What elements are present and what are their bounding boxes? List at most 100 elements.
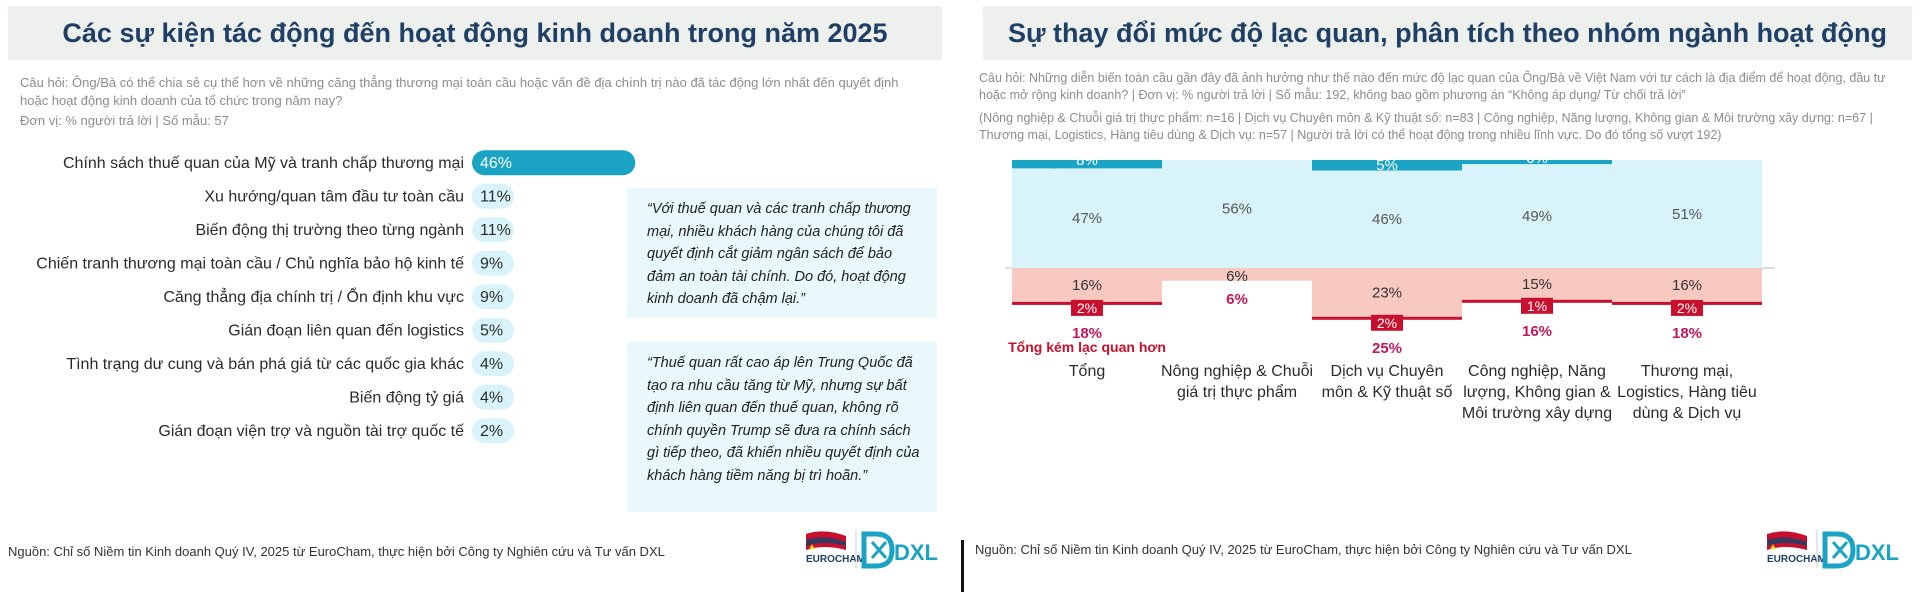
segment-teal-positive — [1012, 160, 1162, 169]
total-negative-label: 18% — [1072, 325, 1102, 342]
bar-category-label: Tình trạng dư cung và bán phá giá từ các… — [66, 356, 464, 373]
bar — [472, 150, 636, 176]
dxl-icon — [861, 531, 895, 569]
segment-pink-label: 16% — [1672, 277, 1702, 294]
bar — [472, 183, 514, 209]
eurocham-dxl-logo-right: EUROCHAM DXL — [1767, 530, 1899, 569]
segment-light-positive — [1312, 170, 1462, 268]
bar — [472, 317, 514, 343]
eurocham-flag-icon — [806, 531, 846, 550]
segment-light-label: 49% — [1522, 208, 1552, 225]
segment-teal-positive — [1462, 160, 1612, 165]
segment-pink-label: 15% — [1522, 276, 1552, 293]
segment-pink-label: 23% — [1372, 284, 1402, 301]
category-label: Logistics, Hàng tiêu — [1617, 384, 1757, 401]
panel-divider — [961, 540, 964, 592]
category-label: Môi trường xây dựng — [1462, 405, 1612, 422]
right-sample-note: (Nông nghiệp & Chuỗi giá trị thực phẩm: … — [979, 111, 1873, 142]
right-panel: Sự thay đổi mức độ lạc quan, phân tích t… — [975, 0, 1920, 600]
bar-value-label: 11% — [480, 188, 511, 205]
quote-1-text: “Với thuế quan và các tranh chấp thương … — [647, 201, 911, 307]
quote-box-2: “Thuế quan rất cao áp lên Trung Quốc đã … — [627, 342, 937, 512]
segment-red-label-box — [1671, 299, 1703, 316]
segment-red-label-box — [1071, 299, 1103, 316]
segment-red-label: 2% — [1377, 315, 1397, 331]
eurocham-flag-icon — [1767, 531, 1807, 550]
left-unit-note: Đơn vị: % người trả lời | Số mẫu: 57 — [20, 113, 229, 128]
total-negative-label: 16% — [1522, 323, 1552, 340]
segment-pink-label: 16% — [1072, 277, 1102, 294]
segment-teal-label: 6% — [1526, 160, 1548, 167]
bar-value-label: 4% — [480, 389, 503, 406]
segment-light-positive — [1012, 168, 1162, 268]
total-negative-label: 18% — [1672, 325, 1702, 342]
bar-value-label: 46% — [480, 155, 512, 172]
bar — [472, 250, 514, 276]
quote-box-1: “Với thuế quan và các tranh chấp thương … — [627, 188, 937, 318]
segment-light-label: 56% — [1222, 201, 1252, 218]
category-label: Thương mại, — [1641, 363, 1733, 380]
bar — [472, 418, 514, 444]
segment-teal-label: 8% — [1076, 160, 1098, 169]
right-question: Câu hỏi: Những diễn biến toàn cầu gần đâ… — [979, 71, 1886, 102]
category-label: Nông nghiệp & Chuỗi — [1161, 361, 1313, 380]
segment-teal-label: 5% — [1376, 160, 1398, 174]
segment-light-positive — [1462, 164, 1612, 268]
bar-category-label: Xu hướng/quan tâm đầu tư toàn cầu — [204, 188, 464, 205]
category-label: Công nghiệp, Năng — [1468, 363, 1606, 380]
bar-value-label: 9% — [480, 255, 503, 272]
left-title-band: Các sự kiện tác động đến hoạt động kinh … — [8, 6, 942, 60]
segment-red-label-box — [1371, 314, 1403, 331]
category-label: giá trị thực phẩm — [1177, 383, 1297, 401]
bar-value-label: 11% — [480, 222, 511, 239]
segment-red-label: 2% — [1677, 300, 1697, 316]
bar-category-label: Chiến tranh thương mại toàn cầu / Chủ ng… — [36, 255, 464, 272]
bar-value-label: 9% — [480, 289, 503, 306]
category-label: Dịch vụ Chuyên — [1331, 363, 1444, 380]
bar — [472, 284, 514, 310]
bar-value-label: 2% — [480, 423, 503, 440]
dxl-wordmark: DXL — [1855, 540, 1899, 565]
right-logos: EUROCHAM DXL — [1763, 526, 1903, 579]
legend-less-optimistic: Tổng kém lạc quan hơn — [1008, 339, 1166, 355]
left-logos: EUROCHAM DXL — [802, 526, 942, 579]
segment-red-label-box — [1521, 297, 1553, 314]
bar-category-label: Chính sách thuế quan của Mỹ và tranh chấ… — [63, 155, 464, 172]
bar-category-label: Biến động thị trường theo từng ngành — [195, 222, 464, 239]
right-stacked-chart: Tổng lạc quan hơnTổng kém lạc quan hơn2%… — [1005, 160, 1775, 422]
category-label: môn & Kỹ thuật số — [1322, 384, 1453, 401]
segment-light-label: 46% — [1372, 211, 1402, 228]
bar-category-label: Gián đoạn viện trợ và nguồn tài trợ quốc… — [158, 423, 464, 440]
bar — [472, 217, 514, 243]
quote-2-text: “Thuế quan rất cao áp lên Trung Quốc đã … — [647, 355, 920, 484]
category-label: Tổng — [1069, 362, 1105, 380]
bar — [472, 384, 514, 410]
right-source: Nguồn: Chỉ số Niềm tin Kinh doanh Quý IV… — [975, 542, 1632, 557]
bar-value-label: 4% — [480, 356, 503, 373]
total-negative-label: 6% — [1226, 291, 1248, 308]
bar — [472, 351, 514, 377]
segment-pink-negative — [1612, 268, 1762, 302]
segment-pink-negative — [1312, 268, 1462, 317]
left-source: Nguồn: Chỉ số Niềm tin Kinh doanh Quý IV… — [8, 544, 665, 559]
category-label: lượng, Không gian & — [1463, 384, 1611, 401]
dxl-wordmark: DXL — [894, 540, 938, 565]
total-negative-label: 25% — [1372, 340, 1402, 357]
dxl-icon — [1822, 531, 1856, 569]
segment-pink-negative — [1462, 268, 1612, 300]
bar-category-label: Gián đoạn liên quan đến logistics — [228, 322, 464, 339]
eurocham-dxl-logo: EUROCHAM DXL — [806, 530, 938, 569]
category-label: dùng & Dịch vụ — [1633, 405, 1742, 422]
left-bar-chart: Chính sách thuế quan của Mỹ và tranh chấ… — [36, 150, 636, 444]
segment-light-label: 51% — [1672, 206, 1702, 223]
segment-pink-negative — [1012, 268, 1162, 302]
right-chart-title: Sự thay đổi mức độ lạc quan, phân tích t… — [1007, 18, 1888, 48]
segment-pink-label: 6% — [1226, 268, 1248, 285]
left-chart-title: Các sự kiện tác động đến hoạt động kinh … — [62, 18, 888, 48]
segment-light-positive — [1162, 160, 1312, 268]
left-question: Câu hỏi: Ông/Bà có thể chia sẻ cụ thể hơ… — [20, 75, 899, 108]
segment-pink-negative — [1162, 268, 1312, 281]
segment-light-positive — [1612, 160, 1762, 268]
segment-red-label: 1% — [1527, 298, 1547, 314]
bar-value-label: 5% — [480, 322, 503, 339]
